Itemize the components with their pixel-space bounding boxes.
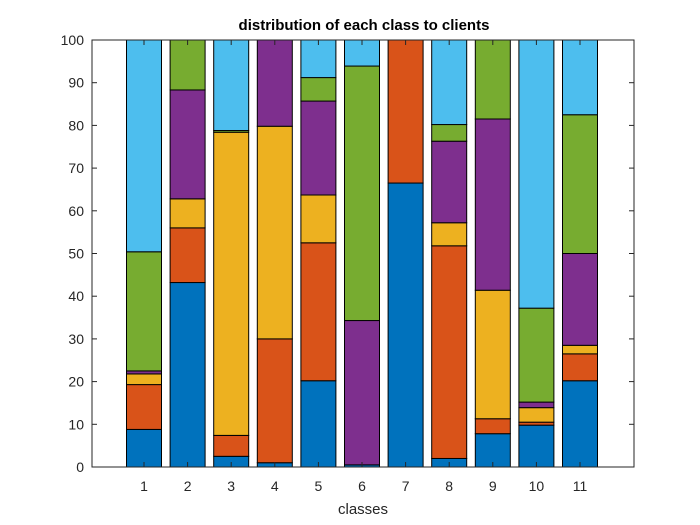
y-tick-label-0: 0	[76, 459, 84, 475]
x-tick-label-11: 11	[573, 478, 588, 494]
y-tick-label-100: 100	[61, 32, 85, 48]
bar-segment-class-7-series-1	[387, 182, 424, 468]
bar-segment-class-4-series-2	[256, 338, 293, 464]
bar-segment-class-11-series-1	[562, 380, 598, 468]
x-tick-label-5: 5	[315, 478, 323, 494]
bar-segment-class-9-series-4	[474, 118, 511, 291]
bar-segment-class-8-series-3	[431, 222, 468, 247]
bar-segment-class-8-series-4	[431, 140, 468, 224]
bar-segment-class-5-series-3	[300, 194, 337, 244]
x-tick-label-2: 2	[184, 478, 192, 494]
bars-layer	[126, 39, 598, 468]
bar-segment-class-8-series-2	[431, 245, 468, 459]
y-tick-label-20: 20	[68, 374, 84, 390]
bar-segment-class-11-series-2	[562, 353, 598, 382]
bar-segment-class-5-series-4	[300, 100, 337, 196]
bar-segment-class-10-series-3	[518, 407, 555, 423]
bar-segment-class-1-series-6	[126, 39, 162, 253]
x-tick-label-6: 6	[358, 478, 366, 494]
bar-segment-class-5-series-5	[300, 77, 337, 102]
bar-segment-class-6-series-5	[344, 65, 380, 322]
bar-segment-class-6-series-4	[344, 320, 380, 466]
bar-segment-class-2-series-1	[169, 282, 206, 468]
bar-segment-class-3-series-3	[213, 131, 250, 436]
bar-segment-class-2-series-5	[169, 39, 206, 91]
bar-segment-class-9-series-5	[474, 39, 511, 120]
bar-segment-class-5-series-2	[300, 242, 337, 382]
x-tick-label-10: 10	[529, 478, 545, 494]
bar-segment-class-8-series-5	[431, 124, 468, 142]
y-tick-label-60: 60	[68, 203, 84, 219]
y-tick-label-30: 30	[68, 331, 84, 347]
bar-segment-class-3-series-6	[213, 39, 250, 132]
y-tick-label-70: 70	[68, 160, 84, 176]
x-tick-label-1: 1	[140, 478, 148, 494]
bar-segment-class-1-series-5	[126, 251, 162, 372]
bar-segment-class-4-series-4	[256, 39, 293, 127]
bar-segment-class-8-series-6	[431, 39, 468, 126]
x-tick-label-3: 3	[227, 478, 235, 494]
bar-segment-class-10-series-4	[518, 401, 555, 409]
x-axis-label: classes	[338, 501, 388, 518]
bar-segment-class-2-series-3	[169, 198, 206, 229]
ticks-layer: 0 10 20 30 40 50 60 70 80 90 100 1 2 3 4 5 6 7 8 9 10 11	[61, 32, 634, 494]
bar-segment-class-2-series-4	[169, 89, 206, 200]
bar-segment-class-11-series-6	[562, 39, 598, 116]
bar-segment-class-11-series-5	[562, 114, 598, 255]
y-tick-label-10: 10	[68, 416, 84, 432]
y-tick-label-50: 50	[68, 246, 84, 262]
bar-segment-class-1-series-2	[126, 384, 162, 430]
bar-segment-class-11-series-4	[562, 253, 598, 346]
bar-segment-class-9-series-2	[474, 418, 511, 435]
chart-title: distribution of each class to clients	[239, 17, 490, 34]
bar-segment-class-5-series-1	[300, 380, 337, 468]
bar-segment-class-10-series-5	[518, 307, 555, 403]
bar-segment-class-4-series-3	[256, 125, 293, 340]
y-tick-label-80: 80	[68, 117, 84, 133]
y-tick-label-40: 40	[68, 288, 84, 304]
y-tick-label-90: 90	[68, 75, 84, 91]
bar-segment-class-11-series-3	[562, 344, 598, 355]
bar-segment-class-2-series-2	[169, 227, 206, 284]
bar-segment-class-7-series-2	[387, 39, 424, 184]
x-tick-label-8: 8	[445, 478, 453, 494]
bar-segment-class-10-series-6	[518, 39, 555, 309]
x-tick-label-9: 9	[489, 478, 497, 494]
bar-segment-class-1-series-1	[126, 428, 162, 468]
bar-segment-class-3-series-2	[213, 434, 250, 457]
bar-segment-class-5-series-6	[300, 39, 337, 79]
x-tick-label-7: 7	[402, 478, 410, 494]
bar-segment-class-9-series-3	[474, 289, 511, 420]
bar-segment-class-10-series-1	[518, 424, 555, 468]
x-tick-label-4: 4	[271, 478, 279, 494]
bar-segment-class-1-series-3	[126, 373, 162, 386]
